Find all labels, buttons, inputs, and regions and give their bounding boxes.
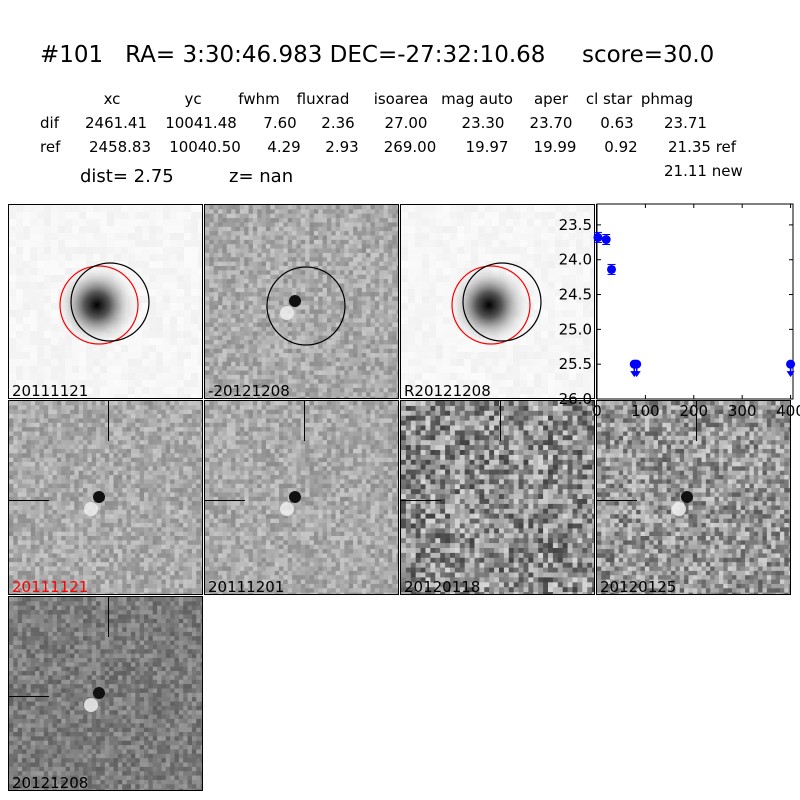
table-cell: 269.00: [383, 138, 437, 156]
column-header: phmag: [640, 90, 694, 108]
stamp-label: 20111121: [12, 382, 89, 399]
table-cell: 2.93: [325, 138, 359, 156]
x-tick-label: 100: [631, 402, 660, 420]
crosshair-vertical: [108, 597, 109, 637]
stamp-label: 20121208: [12, 774, 89, 791]
table-cell: 27.00: [384, 114, 428, 132]
table-cell: 0.92: [604, 138, 638, 156]
crosshair-horizontal: [205, 500, 245, 501]
stamp-diff: 20120125: [596, 400, 791, 595]
upper-limit-arrowhead: [786, 371, 795, 378]
stamp-diff: 20111121: [8, 400, 203, 595]
stamp-ref: R20121208: [400, 204, 595, 399]
stamp-ref: 20111121: [8, 204, 203, 399]
phmag-new: 21.11 new: [664, 162, 743, 180]
table-cell: 4.29: [267, 138, 301, 156]
stamp-label: 20111201: [208, 578, 285, 595]
title: #101 RA= 3:30:46.983 DEC=-27:32:10.68 sc…: [40, 42, 714, 68]
crosshair-vertical: [500, 401, 501, 441]
column-header: yc: [184, 90, 202, 108]
data-point: [607, 264, 617, 274]
table-cell: 2461.41: [84, 114, 148, 132]
table-cell: 19.97: [465, 138, 509, 156]
y-tick-label: 25.5: [559, 355, 592, 373]
table-cell: 7.60: [263, 114, 297, 132]
table-cell: 10041.48: [165, 114, 237, 132]
table-cell: 23.70: [529, 114, 573, 132]
plot-area: [596, 203, 794, 400]
x-tick-label: 0: [592, 402, 602, 420]
stamp-label: 20120125: [600, 578, 677, 595]
table-cell: 21.35 ref: [668, 138, 737, 156]
dec: DEC=-27:32:10.68: [329, 42, 546, 68]
y-tick-label: 25.0: [559, 320, 592, 338]
score: score=30.0: [581, 42, 715, 68]
table-cell: 2.36: [321, 114, 355, 132]
table-cell: 23.71: [664, 114, 707, 132]
crosshair-horizontal: [9, 696, 49, 697]
x-tick-label: 300: [728, 402, 757, 420]
redshift: z= nan: [229, 166, 294, 187]
column-header: fwhm: [238, 90, 280, 108]
crosshair-vertical: [304, 401, 305, 441]
data-point: [601, 235, 611, 245]
crosshair-vertical: [108, 401, 109, 441]
stamp-diff: 20111201: [204, 400, 399, 595]
column-header: isoarea: [373, 90, 429, 108]
dist: dist= 2.75: [80, 166, 174, 187]
row-label: dif: [40, 114, 59, 132]
data-point: [593, 232, 603, 242]
x-tick-label: 400: [776, 402, 800, 420]
y-tick-label: 24.0: [559, 251, 592, 269]
crosshair-horizontal: [597, 500, 637, 501]
stamp-label: -20121208: [208, 382, 290, 399]
table-cell: 19.99: [533, 138, 577, 156]
stamp-diffdark: 20121208: [8, 596, 203, 791]
object-id: #101: [40, 42, 104, 68]
crosshair-vertical: [696, 401, 697, 441]
column-header: cl star: [585, 90, 633, 108]
upper-limit-arrowhead: [632, 371, 641, 378]
table-cell: 0.63: [600, 114, 634, 132]
table-cell: 23.30: [461, 114, 505, 132]
column-header: xc: [103, 90, 121, 108]
data-point: [786, 359, 796, 369]
column-header: mag auto: [441, 90, 513, 108]
y-tick-label: 26.0: [559, 390, 592, 408]
stamp-label: 20120118: [404, 578, 481, 595]
x-tick-label: 200: [679, 402, 708, 420]
crosshair-horizontal: [401, 500, 441, 501]
data-point: [632, 359, 642, 369]
ra: RA= 3:30:46.983: [125, 42, 323, 68]
light-curve-plot: 23.5 24.0 24.5 25.0 25.5 26.00 100 200 300 400: [559, 203, 800, 420]
column-header: aper: [533, 90, 569, 108]
stamp-label: R20121208: [404, 382, 491, 399]
row-label: ref: [40, 138, 61, 156]
stamp-diff: -20121208: [204, 204, 399, 399]
y-tick-label: 23.5: [559, 216, 592, 234]
crosshair-horizontal: [9, 500, 49, 501]
table-cell: 10040.50: [169, 138, 241, 156]
y-tick-label: 24.5: [559, 286, 592, 304]
stamp-noise: 20120118: [400, 400, 595, 595]
table-cell: 2458.83: [88, 138, 152, 156]
stamp-label: 20111121: [12, 578, 89, 595]
column-header: fluxrad: [296, 90, 350, 108]
